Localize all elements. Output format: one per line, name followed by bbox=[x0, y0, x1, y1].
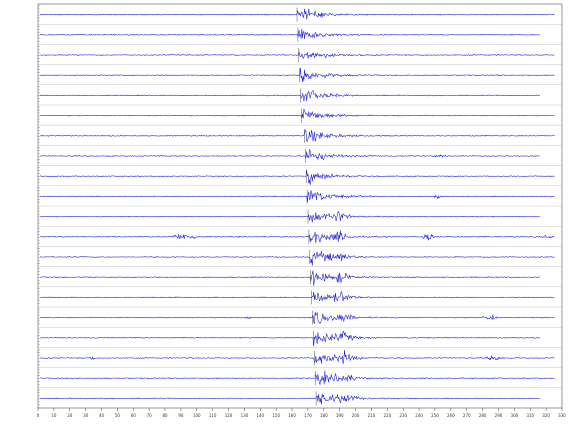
x-tick-label: 260 bbox=[447, 413, 455, 418]
x-tick-label: 140 bbox=[256, 413, 264, 418]
x-tick-label: 120 bbox=[225, 413, 233, 418]
x-tick-label: 130 bbox=[241, 413, 249, 418]
waveform bbox=[39, 330, 540, 347]
x-tick-label: 70 bbox=[147, 413, 153, 418]
waveform bbox=[39, 349, 555, 364]
x-tick-label: 150 bbox=[272, 413, 280, 418]
x-tick-label: 40 bbox=[99, 413, 105, 418]
x-tick-label: 0 bbox=[37, 413, 40, 418]
x-tick-label: 110 bbox=[209, 413, 217, 418]
x-tick-label: 310 bbox=[526, 413, 534, 418]
x-tick-label: 210 bbox=[368, 413, 376, 418]
x-tick-label: 20 bbox=[67, 413, 73, 418]
waveform bbox=[39, 370, 555, 386]
x-tick-label: 320 bbox=[542, 413, 550, 418]
x-tick-label: 220 bbox=[384, 413, 392, 418]
waveform bbox=[39, 311, 555, 325]
x-tick-label: 180 bbox=[320, 413, 328, 418]
x-tick-label: 280 bbox=[479, 413, 487, 418]
x-tick-label: 170 bbox=[304, 413, 312, 418]
traces bbox=[38, 3, 562, 406]
x-tick-label: 200 bbox=[352, 413, 360, 418]
x-tick-label: 50 bbox=[115, 413, 121, 418]
x-tick-label: 240 bbox=[415, 413, 423, 418]
x-tick-label: 90 bbox=[178, 413, 184, 418]
x-tick-label: 300 bbox=[511, 413, 519, 418]
waveform bbox=[39, 108, 555, 119]
x-tick-label: 270 bbox=[463, 413, 471, 418]
waveform bbox=[39, 129, 555, 142]
waveform bbox=[39, 394, 540, 405]
x-tick-label: 230 bbox=[399, 413, 407, 418]
waveform bbox=[39, 90, 540, 102]
waveform bbox=[39, 170, 555, 185]
waveform bbox=[39, 28, 540, 40]
waveform bbox=[39, 291, 555, 302]
x-tick-label: 80 bbox=[162, 413, 168, 418]
waveform bbox=[39, 190, 555, 203]
waveform bbox=[39, 8, 555, 20]
x-tick-label: 100 bbox=[193, 413, 201, 418]
waveform bbox=[40, 51, 555, 60]
x-tick-label: 160 bbox=[288, 413, 296, 418]
waveform bbox=[39, 149, 540, 161]
x-tick-label: 250 bbox=[431, 413, 439, 418]
x-tick-label: 60 bbox=[131, 413, 137, 418]
x-tick-label: 190 bbox=[336, 413, 344, 418]
waveform bbox=[39, 210, 540, 223]
x-axis: 0 10 20 30 40 50 60 70 80 90 100 110 120 130 140 150 160… bbox=[37, 408, 566, 418]
waveform bbox=[39, 250, 555, 266]
waveform bbox=[39, 67, 555, 83]
x-tick-label: 330 bbox=[558, 413, 566, 418]
x-tick-label: 290 bbox=[495, 413, 503, 418]
waveform bbox=[40, 230, 555, 244]
x-tick-label: 30 bbox=[83, 413, 89, 418]
x-tick-label: 10 bbox=[51, 413, 57, 418]
waveform bbox=[39, 270, 540, 286]
